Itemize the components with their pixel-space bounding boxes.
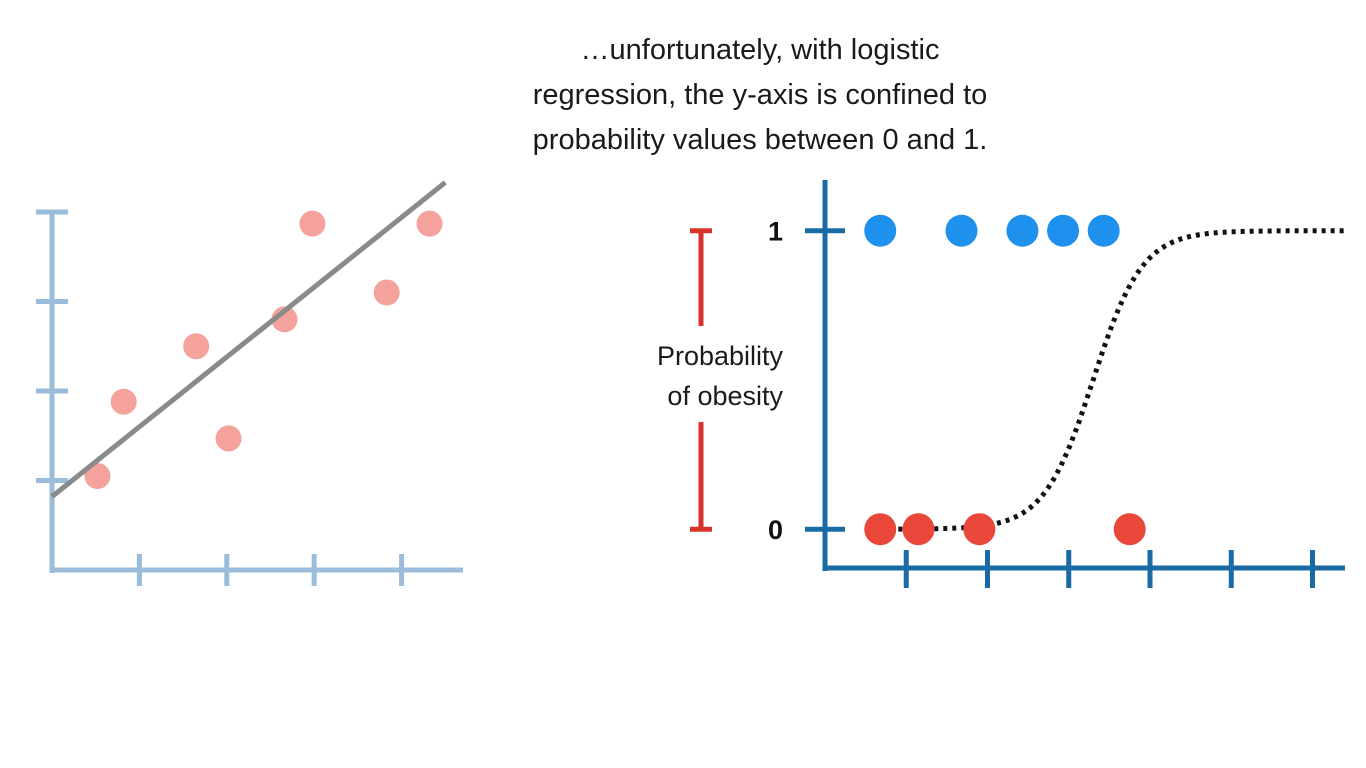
obese-point bbox=[1047, 214, 1080, 247]
data-point bbox=[299, 210, 326, 237]
not-obese-point bbox=[1113, 513, 1146, 546]
fit-line bbox=[50, 180, 447, 499]
y-tick-label: 1 bbox=[768, 217, 783, 247]
y-tick-label: 0 bbox=[768, 515, 783, 545]
caption-line-3: probability values between 0 and 1. bbox=[532, 124, 988, 156]
caption-line-2: regression, the y-axis is confined to bbox=[532, 79, 988, 111]
obese-point bbox=[945, 214, 978, 247]
obese-point bbox=[1087, 214, 1120, 247]
logistic-regression-chart: 0 1 Probability of obesity bbox=[657, 180, 1346, 588]
caption-line-1: …unfortunately, with logistic bbox=[580, 34, 940, 66]
data-point bbox=[84, 463, 111, 490]
not-obese-point bbox=[963, 513, 996, 546]
data-point bbox=[416, 210, 443, 237]
linear-regression-chart bbox=[36, 180, 463, 586]
data-point bbox=[215, 425, 242, 452]
obese-point bbox=[864, 214, 897, 247]
y-axis-label-line: of obesity bbox=[667, 381, 783, 411]
not-obese-point bbox=[864, 513, 897, 546]
data-point bbox=[110, 388, 137, 415]
slide-caption: …unfortunately, with logistic regression… bbox=[380, 28, 1140, 163]
y-axis-label-line: Probability bbox=[657, 341, 784, 371]
not-obese-point bbox=[902, 513, 935, 546]
obese-point bbox=[1006, 214, 1039, 247]
data-point bbox=[373, 279, 400, 306]
logistic-curve bbox=[871, 228, 1346, 532]
data-point bbox=[271, 306, 298, 333]
data-point bbox=[183, 333, 210, 360]
